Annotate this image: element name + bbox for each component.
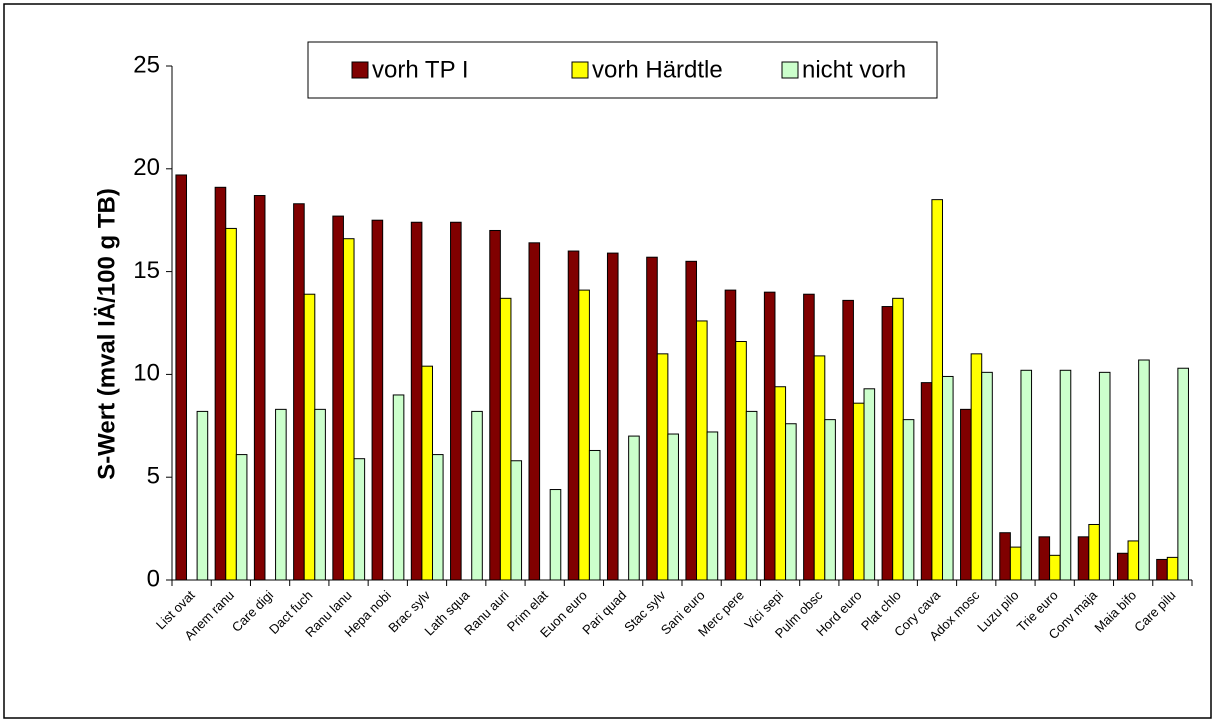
bar — [225, 227, 237, 581]
bar — [763, 291, 776, 581]
legend-swatch — [571, 61, 589, 79]
bar — [999, 532, 1011, 581]
bar — [342, 238, 355, 581]
bar — [510, 460, 523, 581]
bar — [902, 419, 915, 581]
bar — [706, 431, 719, 581]
bar — [960, 408, 972, 581]
bar — [1059, 369, 1072, 581]
bar — [175, 174, 188, 581]
y-tick-label: 25 — [133, 51, 160, 78]
bar — [696, 320, 708, 581]
bar — [1077, 536, 1090, 581]
bar — [489, 229, 501, 581]
bar — [431, 454, 444, 581]
y-tick-label: 10 — [133, 360, 160, 387]
y-axis-title: S-Wert (mval IÄ/100 g TB) — [93, 188, 120, 480]
bar — [314, 408, 326, 581]
bar — [1166, 556, 1179, 581]
bar — [606, 252, 619, 581]
bar — [303, 293, 316, 581]
y-tick-label: 20 — [133, 154, 160, 181]
bar — [578, 289, 590, 581]
bar — [656, 353, 669, 581]
bar — [1177, 367, 1189, 581]
bar — [813, 355, 826, 581]
bar — [392, 394, 405, 581]
bar — [235, 454, 248, 581]
bar — [735, 341, 747, 581]
bar — [881, 306, 894, 581]
bar — [410, 221, 423, 581]
bar — [941, 375, 954, 581]
bar — [588, 449, 601, 581]
bar — [724, 289, 737, 581]
bar — [1156, 558, 1168, 581]
bar — [970, 353, 983, 581]
bar — [824, 419, 836, 581]
bar — [842, 299, 854, 581]
bar — [528, 242, 541, 581]
bar — [471, 410, 483, 581]
bar — [1009, 546, 1022, 581]
legend-swatch — [351, 61, 369, 79]
bar — [931, 199, 943, 581]
legend-label: nicht vorh — [802, 56, 906, 83]
bar — [567, 250, 580, 581]
bar — [981, 371, 993, 581]
bar — [892, 297, 904, 581]
bar — [499, 297, 512, 581]
bar — [1088, 523, 1100, 581]
bar — [1138, 359, 1150, 581]
legend-swatch — [781, 61, 799, 79]
bar — [1049, 554, 1061, 581]
bar — [549, 489, 562, 581]
legend-label: vorh TP I — [372, 56, 469, 83]
bar — [1020, 369, 1033, 581]
bar — [774, 386, 787, 581]
bar — [920, 382, 933, 581]
bar — [646, 256, 658, 581]
bar — [253, 195, 266, 581]
bar — [1098, 371, 1111, 581]
bar — [196, 410, 209, 581]
y-tick-label: 5 — [147, 463, 160, 490]
bar — [852, 402, 865, 581]
legend-box — [307, 41, 938, 99]
bar — [332, 215, 344, 581]
bar — [275, 408, 287, 581]
bar — [628, 435, 640, 581]
legend-label: vorh Härdtle — [592, 56, 723, 83]
bar — [685, 260, 698, 581]
bar — [371, 219, 384, 581]
bar — [1127, 540, 1140, 581]
y-tick-label: 0 — [147, 565, 160, 592]
y-tick-label: 15 — [133, 257, 160, 284]
bar — [450, 221, 462, 581]
bar — [667, 433, 679, 581]
bar — [1116, 552, 1129, 581]
bar — [421, 365, 433, 581]
bar — [803, 293, 815, 581]
bar — [353, 458, 366, 581]
bar — [745, 410, 758, 581]
bar — [293, 203, 305, 581]
bar — [214, 186, 227, 581]
bar — [863, 388, 876, 581]
bar — [1038, 536, 1051, 581]
bar — [785, 423, 797, 581]
